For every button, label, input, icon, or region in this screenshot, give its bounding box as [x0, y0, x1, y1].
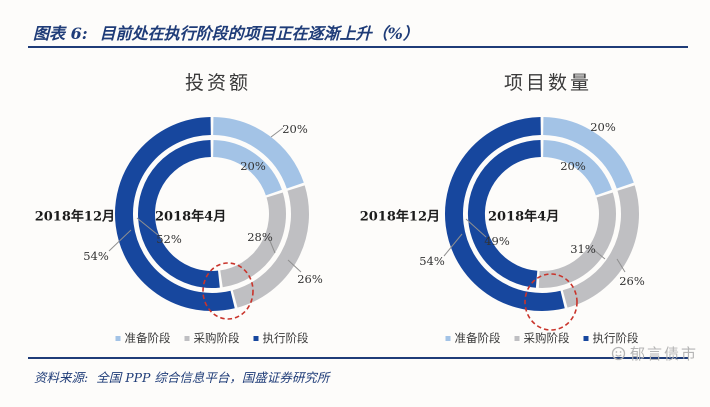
execution-swatch-icon: [253, 335, 259, 341]
procurement-swatch-icon: [514, 335, 520, 341]
source-label: 资料来源:: [34, 370, 89, 385]
source-note: 资料来源: 全国 PPP 综合信息平台，国盛证券研究所: [34, 367, 329, 386]
outer-ring-segment-preparation: [542, 117, 634, 189]
label-leader-line: [593, 249, 606, 260]
highlight-circle-annotation: [202, 262, 254, 320]
outer-ring-segment-preparation: [212, 117, 304, 189]
legend-label: 执行阶段: [262, 331, 309, 345]
inner-ring-segment-execution: [138, 140, 220, 288]
legend-label: 采购阶段: [523, 331, 570, 345]
preparation-swatch-icon: [115, 335, 121, 341]
execution-swatch-icon: [583, 335, 589, 341]
label-leader-line: [443, 233, 463, 257]
figure-header: 图表 6: 目前处在执行阶段的项目正在逐渐上升（%）: [33, 20, 419, 44]
chart-legend: 准备阶段 采购阶段 执行阶段: [445, 330, 639, 346]
legend-item-execution: 执行阶段: [583, 330, 639, 346]
outer-ring-segment-execution: [445, 117, 565, 311]
legend-label: 准备阶段: [124, 331, 171, 345]
inner-ring-segment-preparation: [212, 140, 282, 196]
outer-ring-segment-execution: [115, 117, 235, 311]
donut-rings-canvas: [443, 117, 639, 331]
figure-number-label: 图表 6:: [33, 24, 88, 43]
chart-title: 投资额: [184, 72, 252, 94]
donut-rings-canvas: [108, 117, 309, 320]
legend-label: 准备阶段: [454, 331, 501, 345]
inner-ring-segment-procurement: [538, 192, 616, 288]
chart-legend: 准备阶段 采购阶段 执行阶段: [115, 330, 309, 346]
label-leader-line: [465, 218, 487, 238]
legend-label: 采购阶段: [193, 331, 240, 345]
procurement-swatch-icon: [184, 335, 190, 341]
inner-ring-segment-procurement: [219, 192, 286, 288]
watermark: 郁言债市: [611, 343, 698, 364]
investment-amount-donut-chart: 投资额 20% 20% 28% 26% 54% 52% 2018年12月 2018年4月 准备…: [30, 60, 360, 350]
outer-ring-segment-procurement: [562, 185, 639, 308]
inner-ring-segment-execution: [467, 140, 542, 288]
legend-label: 执行阶段: [592, 331, 639, 345]
label-leader-line: [616, 258, 626, 273]
legend-item-execution: 执行阶段: [253, 330, 309, 346]
highlight-circle-annotation: [524, 273, 578, 331]
label-leader-line: [136, 217, 159, 236]
inner-ring-segment-preparation: [542, 140, 612, 196]
smiley-face-icon: [611, 346, 626, 361]
source-text: 全国 PPP 综合信息平台，国盛证券研究所: [96, 370, 330, 385]
figure-title: 目前处在执行阶段的项目正在逐渐上升（%）: [99, 24, 419, 43]
label-leader-line: [270, 127, 284, 138]
legend-item-procurement: 采购阶段: [514, 330, 570, 346]
label-leader-line: [108, 229, 132, 252]
watermark-text: 郁言债市: [629, 345, 698, 363]
footer-divider-line: [28, 357, 688, 359]
legend-item-preparation: 准备阶段: [445, 330, 501, 346]
header-divider-line: [28, 46, 688, 48]
chart-title: 项目数量: [503, 72, 593, 94]
project-count-donut-chart: 项目数量 20% 20% 31% 26% 54% 49% 2018年12月 2018年4月 准…: [360, 60, 690, 350]
label-leader-line: [269, 240, 276, 254]
label-leader-line: [287, 259, 302, 273]
legend-item-preparation: 准备阶段: [115, 330, 171, 346]
legend-item-procurement: 采购阶段: [184, 330, 240, 346]
preparation-swatch-icon: [445, 335, 451, 341]
